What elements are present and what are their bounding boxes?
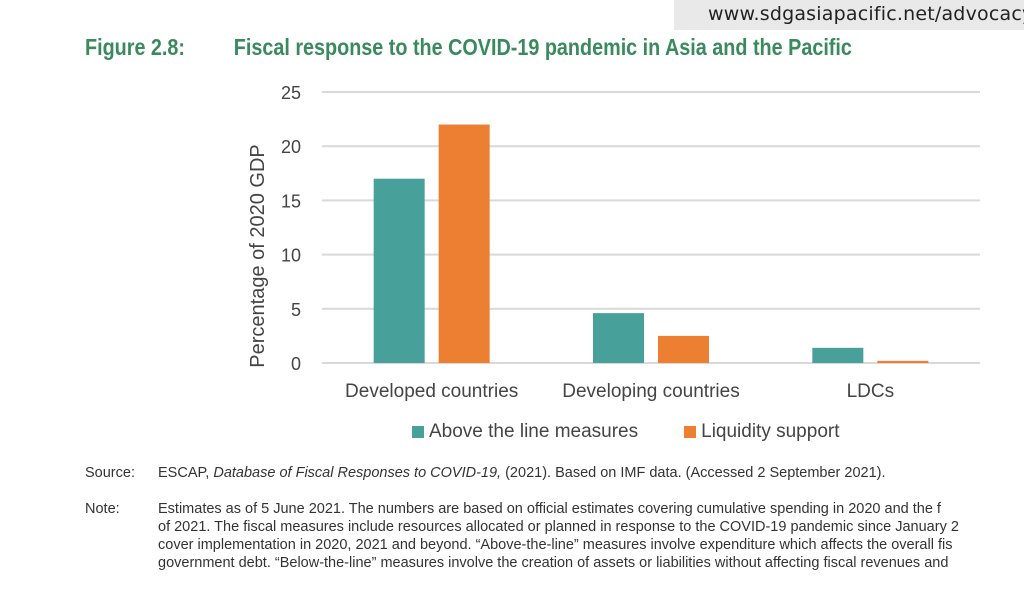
note-text: Estimates as of 5 June 2021. The numbers…: [158, 500, 959, 572]
bar-2-0: [812, 347, 864, 363]
note-line: of 2021. The fiscal measures include res…: [158, 519, 959, 535]
y-tick-label: 25: [281, 83, 301, 103]
legend-swatch-teal: [412, 426, 424, 438]
gridlines: [322, 91, 980, 364]
source-suffix: (2021). Based on IMF data. (Accessed 2 S…: [501, 465, 886, 481]
y-tick-label: 20: [281, 137, 301, 157]
figure-title-text: Fiscal response to the COVID-19 pandemic…: [233, 34, 852, 60]
y-tick-label: 10: [281, 246, 301, 266]
note-line: cover implementation in 2020, 2021 and b…: [158, 537, 953, 553]
url-text: www.sdgasiapacific.net/advocacy: [708, 3, 1024, 25]
note-label: Note:: [85, 501, 120, 517]
legend: Above the line measures Liquidity suppor…: [412, 421, 886, 443]
legend-label: Above the line measures: [429, 421, 639, 442]
legend-item-liquidity-support: Liquidity support: [684, 421, 840, 443]
category-labels: Developed countries Developing countries L…: [345, 381, 894, 402]
y-tick-label: 15: [281, 191, 301, 211]
source-text: ESCAP, Database of Fiscal Responses to C…: [158, 464, 886, 482]
bar-0-1: [438, 124, 490, 364]
category-label: Developing countries: [562, 381, 739, 402]
bar-1-1: [658, 335, 709, 363]
figure-number: Figure 2.8:: [85, 34, 186, 60]
bar-chart: 0 5 10 15 20 25 Percentage of 2020 GDP Develo…: [247, 83, 980, 402]
legend-swatch-orange: [684, 426, 697, 438]
bar-0-0: [373, 178, 425, 363]
category-label: Developed countries: [345, 381, 518, 402]
bar-1-0: [593, 313, 644, 363]
source-database-title: Database of Fiscal Responses to COVID-19…: [213, 465, 502, 481]
y-tick-label: 0: [291, 354, 301, 374]
bar-2-1: [877, 360, 929, 363]
source-prefix: ESCAP,: [158, 465, 214, 481]
y-tick-labels: 0 5 10 15 20 25: [281, 83, 301, 374]
source-label: Source:: [85, 465, 135, 481]
legend-item-above-the-line: Above the line measures: [412, 421, 638, 443]
note-line: government debt. “Below-the-line” measur…: [158, 555, 949, 571]
url-banner: www.sdgasiapacific.net/advocacy: [674, 0, 1024, 30]
figure-title: Figure 2.8: Fiscal response to the COVID-…: [85, 34, 852, 61]
legend-label: Liquidity support: [701, 421, 840, 442]
y-tick-label: 5: [291, 300, 301, 320]
y-axis-label: Percentage of 2020 GDP: [247, 144, 269, 367]
bars: [373, 124, 929, 364]
category-label: LDCs: [847, 381, 895, 402]
note-line: Estimates as of 5 June 2021. The numbers…: [158, 501, 941, 517]
